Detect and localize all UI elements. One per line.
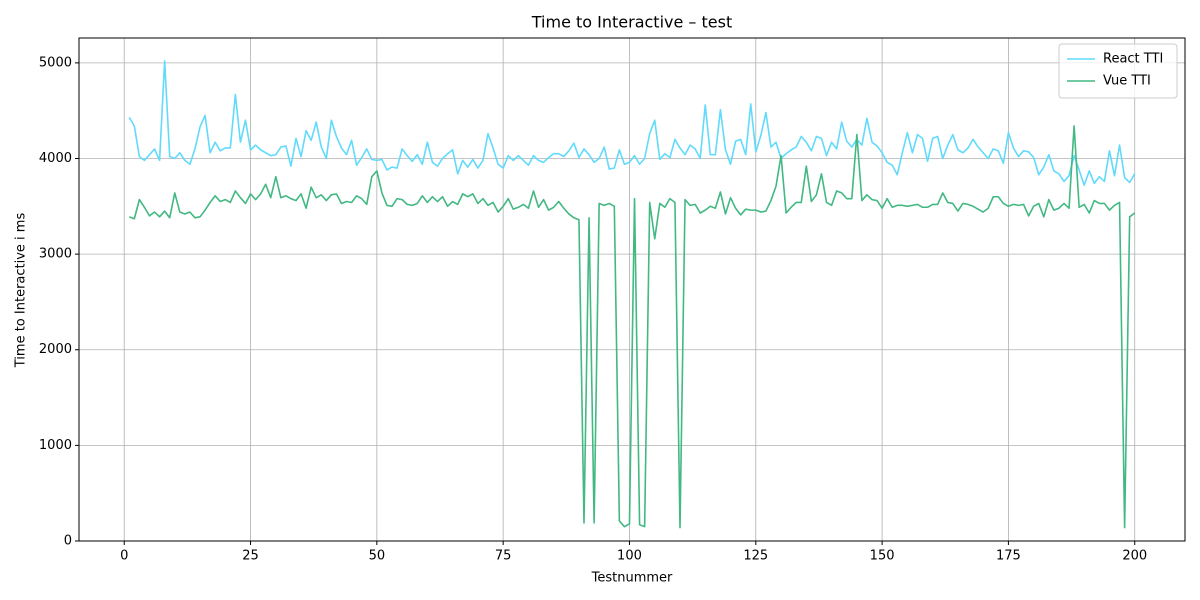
- x-tick-label: 25: [242, 549, 259, 564]
- line-series: [128, 125, 1136, 529]
- chart-title: Time to Interactive – test: [531, 13, 732, 32]
- x-tick-label: 100: [617, 549, 642, 564]
- line-series: [128, 60, 1136, 187]
- y-tick-label: 3000: [39, 247, 72, 262]
- x-tick-label: 125: [743, 549, 768, 564]
- x-tick-label: 50: [369, 549, 386, 564]
- legend-label: Vue TTI: [1103, 74, 1151, 89]
- x-tick-label: 75: [495, 549, 512, 564]
- y-axis-label: Time to Interactive i ms: [14, 213, 29, 369]
- x-tick-label: 150: [870, 549, 895, 564]
- legend: React TTI Vue TTI: [1058, 43, 1178, 99]
- x-tick-label: 200: [1122, 549, 1147, 564]
- y-tick-label: 2000: [39, 342, 72, 357]
- legend-box: [1058, 43, 1178, 99]
- plot-frame: [78, 37, 1186, 542]
- y-tick-label: 5000: [39, 55, 72, 70]
- y-tick-label: 1000: [39, 438, 72, 453]
- legend-label: React TTI: [1103, 52, 1163, 67]
- x-tick-label: 175: [996, 549, 1021, 564]
- y-tick-label: 0: [64, 534, 72, 549]
- x-axis-label: Testnummer: [591, 571, 673, 586]
- y-tick-label: 4000: [39, 151, 72, 166]
- x-tick-label: 0: [120, 549, 128, 564]
